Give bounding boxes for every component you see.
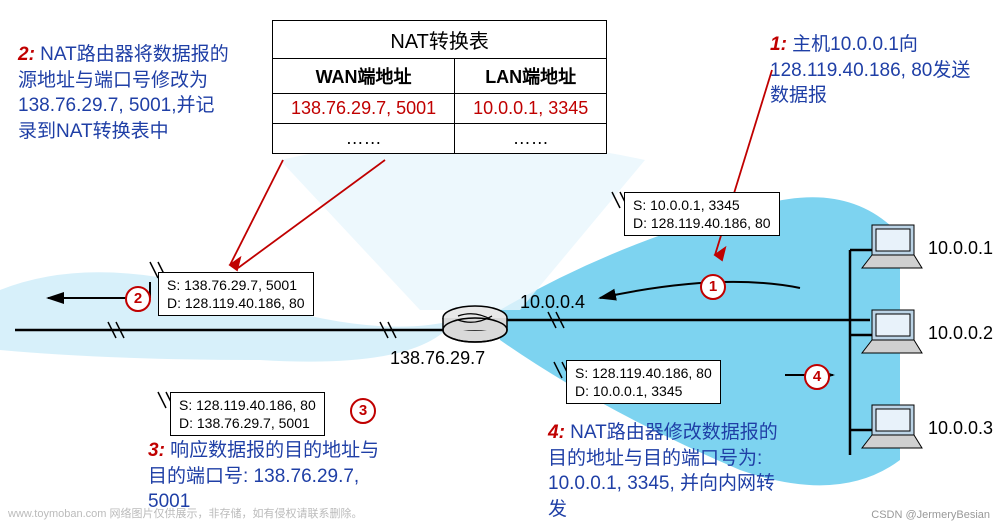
nat-ellipsis-1: ……: [273, 124, 455, 154]
ip-host3: 10.0.0.3: [928, 418, 993, 439]
pkt2-d: D: 128.119.40.186, 80: [167, 294, 305, 312]
circle-1: 1: [700, 274, 726, 300]
annotation-3: 3: 响应数据报的目的地址与目的端口号: 138.76.29.7, 5001: [148, 438, 388, 515]
packet-1: S: 10.0.0.1, 3345 D: 128.119.40.186, 80: [624, 192, 780, 236]
anno2-text: NAT路由器将数据报的源地址与端口号修改为138.76.29.7, 5001,并…: [18, 44, 229, 142]
packet-3: S: 128.119.40.186, 80 D: 138.76.29.7, 50…: [170, 392, 325, 436]
pkt3-s: S: 128.119.40.186, 80: [179, 396, 316, 414]
annotation-2: 2: NAT路由器将数据报的源地址与端口号修改为138.76.29.7, 500…: [18, 42, 233, 145]
nat-lan-value: 10.0.0.1, 3345: [455, 94, 607, 124]
anno1-num: 1:: [770, 34, 787, 55]
nat-col-wan: WAN端地址: [273, 59, 455, 94]
ip-router-wan: 138.76.29.7: [390, 348, 485, 369]
packet-2: S: 138.76.29.7, 5001 D: 128.119.40.186, …: [158, 272, 314, 316]
nat-table-title: NAT转换表: [273, 21, 607, 59]
anno1-text: 主机10.0.0.1向128.119.40.186, 80发送数据报: [770, 34, 970, 106]
watermark-left: www.toymoban.com 网络图片仅供展示，非存储，如有侵权请联系删除。: [8, 505, 362, 521]
circle-2: 2: [125, 286, 151, 312]
anno2-num: 2:: [18, 44, 35, 65]
pkt3-d: D: 138.76.29.7, 5001: [179, 414, 316, 432]
watermark-right: CSDN @JermeryBesian: [871, 509, 990, 521]
anno4-num: 4:: [548, 422, 565, 443]
nat-ellipsis-2: ……: [455, 124, 607, 154]
nat-table: NAT转换表 WAN端地址 LAN端地址 138.76.29.7, 5001 1…: [272, 20, 607, 154]
pkt1-d: D: 128.119.40.186, 80: [633, 214, 771, 232]
nat-wan-value: 138.76.29.7, 5001: [273, 94, 455, 124]
ip-router-lan: 10.0.0.4: [520, 292, 585, 313]
nat-col-lan: LAN端地址: [455, 59, 607, 94]
pkt2-s: S: 138.76.29.7, 5001: [167, 276, 305, 294]
annotation-4: 4: NAT路由器修改数据报的目的地址与目的端口号为: 10.0.0.1, 33…: [548, 420, 788, 523]
pkt4-d: D: 10.0.0.1, 3345: [575, 382, 712, 400]
router-icon: [443, 306, 507, 342]
pkt4-s: S: 128.119.40.186, 80: [575, 364, 712, 382]
ip-host1: 10.0.0.1: [928, 238, 993, 259]
circle-4: 4: [804, 364, 830, 390]
anno3-text: 响应数据报的目的地址与目的端口号: 138.76.29.7, 5001: [148, 440, 379, 512]
annotation-1: 1: 主机10.0.0.1向128.119.40.186, 80发送数据报: [770, 32, 980, 109]
anno3-num: 3:: [148, 440, 165, 461]
packet-4: S: 128.119.40.186, 80 D: 10.0.0.1, 3345: [566, 360, 721, 404]
ip-host2: 10.0.0.2: [928, 323, 993, 344]
pkt1-s: S: 10.0.0.1, 3345: [633, 196, 771, 214]
anno4-text: NAT路由器修改数据报的目的地址与目的端口号为: 10.0.0.1, 3345,…: [548, 422, 778, 520]
circle-3: 3: [350, 398, 376, 424]
